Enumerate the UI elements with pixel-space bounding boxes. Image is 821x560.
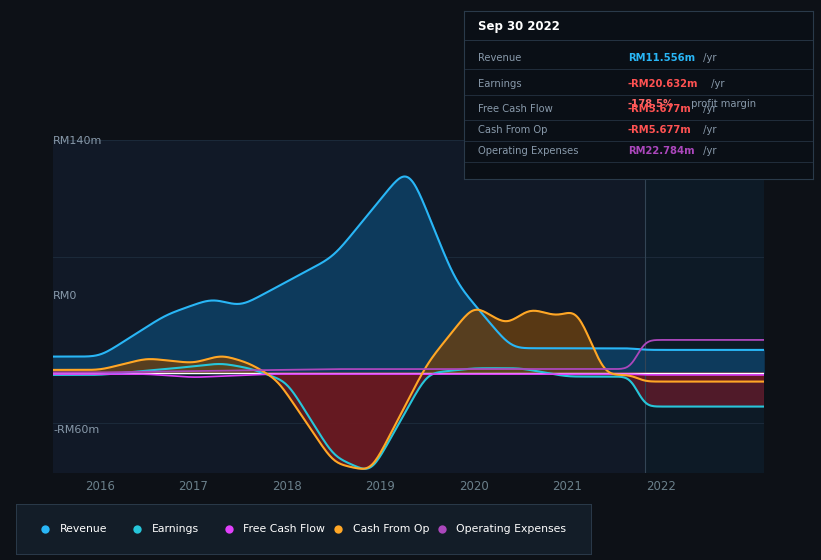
Text: Operating Expenses: Operating Expenses	[478, 147, 578, 156]
Text: RM22.784m: RM22.784m	[628, 147, 695, 156]
Text: Cash From Op: Cash From Op	[478, 125, 548, 134]
Text: Revenue: Revenue	[478, 53, 521, 63]
Text: -178.5%: -178.5%	[628, 99, 674, 109]
Text: /yr: /yr	[708, 80, 725, 89]
Bar	[644, 140, 764, 473]
Text: -RM60m: -RM60m	[53, 424, 99, 435]
Text: Earnings: Earnings	[478, 80, 521, 89]
Text: Revenue: Revenue	[60, 524, 107, 534]
Text: Sep 30 2022: Sep 30 2022	[478, 20, 560, 33]
Text: Free Cash Flow: Free Cash Flow	[243, 524, 325, 534]
Text: /yr: /yr	[700, 53, 717, 63]
Text: RM140m: RM140m	[53, 136, 103, 146]
Text: -RM5.677m: -RM5.677m	[628, 125, 691, 134]
Text: Free Cash Flow: Free Cash Flow	[478, 104, 553, 114]
Text: -RM5.677m: -RM5.677m	[628, 104, 691, 114]
Text: RM0: RM0	[53, 291, 78, 301]
Text: /yr: /yr	[700, 104, 717, 114]
Text: /yr: /yr	[700, 125, 717, 134]
Text: /yr: /yr	[700, 147, 717, 156]
Text: Operating Expenses: Operating Expenses	[456, 524, 566, 534]
Text: RM11.556m: RM11.556m	[628, 53, 695, 63]
Text: Earnings: Earnings	[152, 524, 199, 534]
Text: -RM20.632m: -RM20.632m	[628, 80, 699, 89]
Text: Cash From Op: Cash From Op	[353, 524, 429, 534]
Text: profit margin: profit margin	[687, 99, 755, 109]
